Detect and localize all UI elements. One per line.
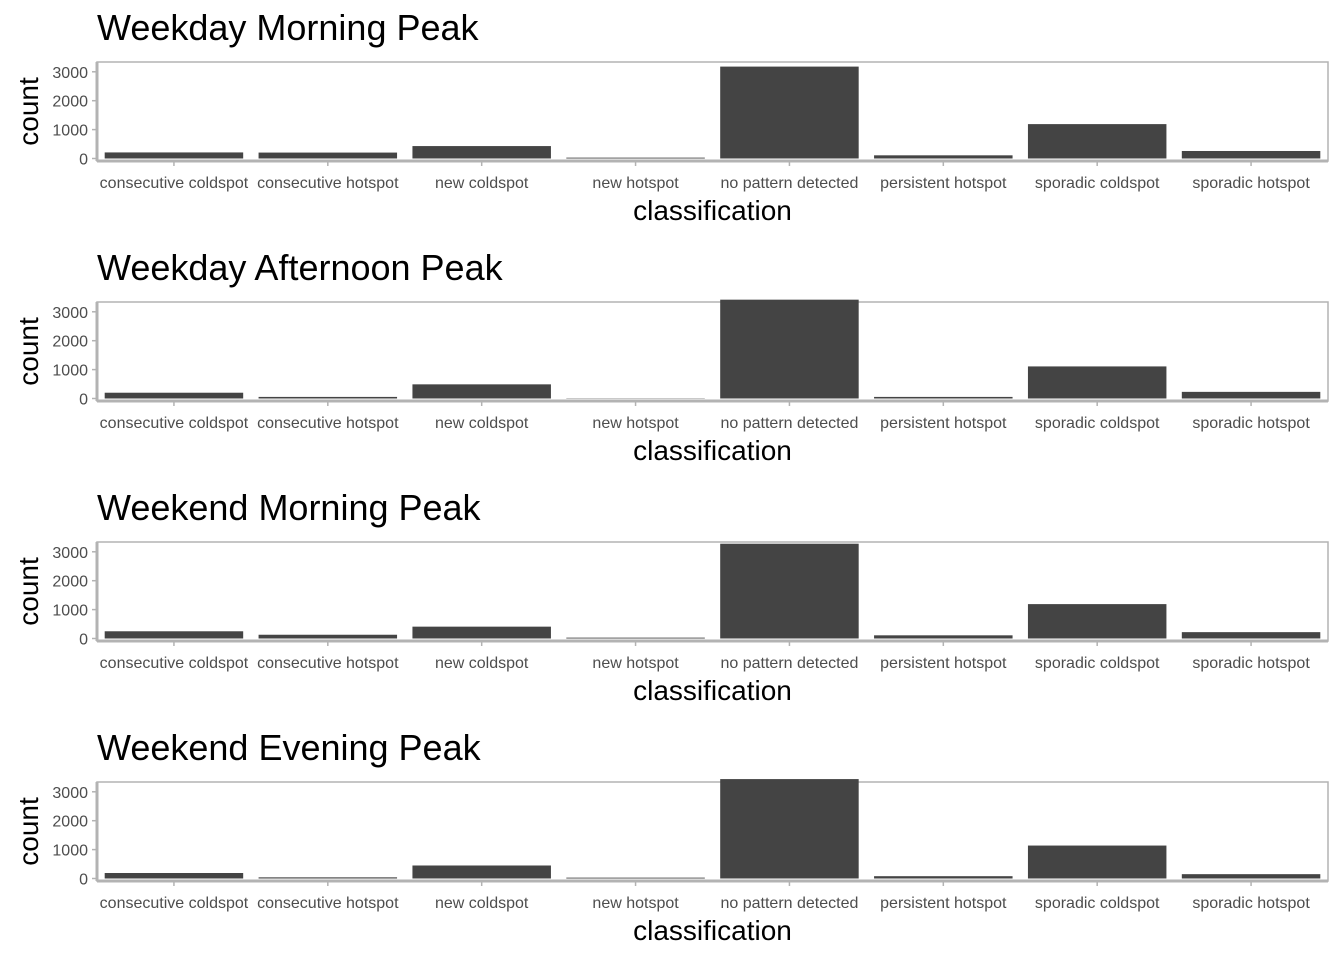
panel-title: Weekday Afternoon Peak: [97, 247, 504, 288]
x-tick-label: new hotspot: [592, 175, 679, 192]
panel-title: Weekday Morning Peak: [97, 7, 480, 48]
bar-new-coldspot: [412, 865, 550, 878]
y-tick-label: 2000: [52, 334, 88, 351]
bar-sporadic-hotspot: [1182, 632, 1320, 638]
x-tick-label: sporadic coldspot: [1035, 415, 1160, 432]
x-tick-label: no pattern detected: [720, 655, 858, 672]
bar-consecutive-hotspot: [259, 153, 397, 159]
x-tick-label: new hotspot: [592, 655, 679, 672]
bar-new-coldspot: [412, 627, 550, 639]
bar-new-hotspot: [566, 638, 704, 639]
bar-persistent-hotspot: [874, 635, 1012, 638]
bar-no-pattern-detected: [720, 300, 858, 399]
x-tick-label: consecutive hotspot: [257, 655, 399, 672]
bar-sporadic-hotspot: [1182, 151, 1320, 159]
x-tick-label: persistent hotspot: [880, 175, 1007, 192]
bar-consecutive-coldspot: [105, 152, 243, 158]
bar-sporadic-hotspot: [1182, 874, 1320, 878]
y-tick-label: 1000: [52, 843, 88, 860]
x-tick-label: no pattern detected: [720, 175, 858, 192]
bar-new-coldspot: [412, 146, 550, 158]
bar-sporadic-coldspot: [1028, 846, 1166, 879]
y-axis-title: count: [13, 557, 44, 626]
x-tick-label: consecutive coldspot: [100, 655, 249, 672]
y-tick-label: 3000: [52, 65, 88, 82]
x-axis-title: classification: [633, 675, 792, 706]
bar-persistent-hotspot: [874, 397, 1012, 399]
chart-panel-2: Weekday Afternoon Peak 0 1000 2000 3000 conse…: [13, 247, 1328, 466]
x-tick-label: new coldspot: [435, 175, 529, 192]
y-axis-title: count: [13, 77, 44, 146]
bar-consecutive-hotspot: [259, 877, 397, 878]
y-tick-label: 3000: [52, 785, 88, 802]
panel-title: Weekend Morning Peak: [97, 487, 482, 528]
x-tick-label: new coldspot: [435, 895, 529, 912]
chart-panel-4: Weekend Evening Peak 0 1000 2000 3000 consecu…: [13, 727, 1328, 946]
x-tick-label: new hotspot: [592, 415, 679, 432]
x-tick-label: sporadic coldspot: [1035, 895, 1160, 912]
bar-consecutive-hotspot: [259, 397, 397, 399]
x-tick-label: consecutive coldspot: [100, 175, 249, 192]
x-axis-title: classification: [633, 435, 792, 466]
x-tick-label: new hotspot: [592, 895, 679, 912]
x-tick-label: persistent hotspot: [880, 895, 1007, 912]
y-axis-title: count: [13, 797, 44, 866]
x-tick-label: consecutive hotspot: [257, 175, 399, 192]
x-tick-label: consecutive hotspot: [257, 895, 399, 912]
bar-no-pattern-detected: [720, 544, 858, 639]
bar-new-hotspot: [566, 878, 704, 879]
bar-consecutive-hotspot: [259, 635, 397, 639]
x-tick-label: sporadic hotspot: [1192, 655, 1310, 672]
x-tick-label: new coldspot: [435, 415, 529, 432]
x-axis-title: classification: [633, 195, 792, 226]
x-tick-label: persistent hotspot: [880, 655, 1007, 672]
y-tick-label: 3000: [52, 305, 88, 322]
bar-new-hotspot: [566, 158, 704, 159]
x-tick-label: persistent hotspot: [880, 415, 1007, 432]
x-tick-label: sporadic coldspot: [1035, 175, 1160, 192]
y-tick-label: 2000: [52, 814, 88, 831]
bar-consecutive-coldspot: [105, 873, 243, 878]
y-tick-label: 1000: [52, 123, 88, 140]
y-tick-label: 1000: [52, 603, 88, 620]
bar-sporadic-hotspot: [1182, 392, 1320, 399]
y-tick-label: 2000: [52, 94, 88, 111]
y-axis-title: count: [13, 317, 44, 386]
y-tick-label: 0: [79, 152, 88, 169]
x-tick-label: no pattern detected: [720, 415, 858, 432]
x-tick-label: sporadic hotspot: [1192, 895, 1310, 912]
bar-persistent-hotspot: [874, 155, 1012, 158]
bar-sporadic-coldspot: [1028, 604, 1166, 638]
bar-no-pattern-detected: [720, 67, 858, 159]
panel-title: Weekend Evening Peak: [97, 727, 482, 768]
chart-panel-3: Weekend Morning Peak 0 1000 2000 3000 consecu…: [13, 487, 1328, 706]
y-tick-label: 3000: [52, 545, 88, 562]
y-tick-label: 0: [79, 632, 88, 649]
bar-no-pattern-detected: [720, 779, 858, 878]
y-tick-label: 2000: [52, 574, 88, 591]
y-tick-label: 0: [79, 872, 88, 889]
bar-sporadic-coldspot: [1028, 366, 1166, 398]
x-tick-label: no pattern detected: [720, 895, 858, 912]
bar-sporadic-coldspot: [1028, 124, 1166, 158]
x-tick-label: consecutive coldspot: [100, 415, 249, 432]
chart-panel-1: Weekday Morning Peak 0 1000 2000 3000 consecu…: [13, 7, 1328, 226]
y-tick-label: 0: [79, 392, 88, 409]
bar-consecutive-coldspot: [105, 631, 243, 638]
x-tick-label: consecutive hotspot: [257, 415, 399, 432]
x-tick-label: sporadic hotspot: [1192, 175, 1310, 192]
bar-consecutive-coldspot: [105, 393, 243, 399]
bar-persistent-hotspot: [874, 876, 1012, 878]
bar-new-coldspot: [412, 384, 550, 398]
x-tick-label: new coldspot: [435, 655, 529, 672]
x-tick-label: consecutive coldspot: [100, 895, 249, 912]
y-tick-label: 1000: [52, 363, 88, 380]
x-tick-label: sporadic coldspot: [1035, 655, 1160, 672]
x-axis-title: classification: [633, 915, 792, 946]
x-tick-label: sporadic hotspot: [1192, 415, 1310, 432]
